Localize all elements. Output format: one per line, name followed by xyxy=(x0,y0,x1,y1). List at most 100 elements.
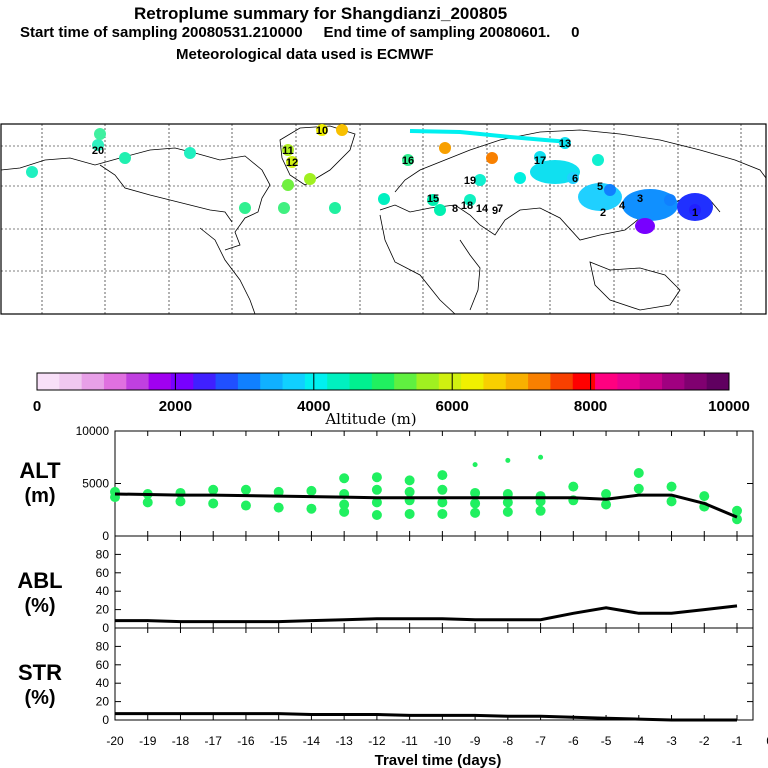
x-tick-label: -16 xyxy=(237,734,255,748)
map-day-marker: 10 xyxy=(316,125,328,137)
legend-label: Altitude (m) xyxy=(324,410,416,428)
alt-scatter-point xyxy=(437,497,448,508)
alt-scatter-point xyxy=(502,506,513,517)
panel-abl: 0 20 40 60 80 ABL(%) xyxy=(17,535,754,635)
map-trajectory-point xyxy=(26,166,38,178)
legend-swatch xyxy=(148,373,172,390)
legend-swatch xyxy=(282,373,306,390)
map-trajectory-point xyxy=(278,202,290,214)
y-axis-label: ALT xyxy=(19,458,61,483)
map-trajectory-point xyxy=(184,147,196,159)
y-tick-label: 20 xyxy=(96,603,110,617)
map-trajectory-point xyxy=(486,152,498,164)
legend-swatch xyxy=(327,373,351,390)
y-tick-label: 0 xyxy=(102,529,109,543)
map-trajectory-point xyxy=(304,173,316,185)
y-tick-label: 80 xyxy=(96,639,110,653)
map-trajectory-point xyxy=(474,174,486,186)
alt-scatter-point xyxy=(699,491,710,502)
map-day-marker: 6 xyxy=(572,173,578,185)
legend-swatch xyxy=(461,373,484,390)
alt-scatter-point xyxy=(633,468,644,478)
map-day-marker: 11 xyxy=(282,145,294,157)
legend-swatch xyxy=(59,373,83,390)
alt-scatter-point xyxy=(502,497,513,508)
map-day-marker: 12 xyxy=(286,157,298,169)
legend-swatch xyxy=(639,373,663,390)
map-day-marker: 3 xyxy=(637,193,643,205)
map-trajectory-point xyxy=(514,172,526,184)
legend-swatch xyxy=(126,373,150,390)
alt-scatter-point xyxy=(273,502,284,513)
alt-scatter-point xyxy=(371,497,382,508)
alt-scatter-point xyxy=(142,497,153,508)
map-trajectory-point xyxy=(316,124,328,136)
x-tick-label: -18 xyxy=(172,734,190,748)
legend-swatch xyxy=(103,373,127,390)
map-trajectory-point xyxy=(534,151,546,163)
y-tick-label: 0 xyxy=(102,713,109,727)
map-trajectory-point xyxy=(286,156,298,168)
series-line-str xyxy=(115,712,737,722)
alt-scatter-point xyxy=(371,484,382,495)
map-day-marker: 2 xyxy=(600,207,606,219)
x-tick-label: -5 xyxy=(601,734,612,748)
legend-swatch xyxy=(193,373,217,390)
alt-scatter-point xyxy=(437,484,448,495)
map-day-marker: 17 xyxy=(534,155,546,167)
alt-scatter-point xyxy=(339,499,350,510)
x-tick-label: -19 xyxy=(139,734,157,748)
met-data-note: Meteorological data used is ECMWF xyxy=(176,46,434,63)
x-tick-label: -20 xyxy=(106,734,124,748)
map-day-marker: 18 xyxy=(461,200,473,212)
map-day-marker: 8 xyxy=(452,203,458,215)
map-day-marker: 20 xyxy=(92,145,104,157)
map-trajectory-point xyxy=(282,144,294,156)
legend-tick-label: 4000 xyxy=(297,398,330,415)
alt-scatter-point xyxy=(666,496,677,507)
x-tick-label: -10 xyxy=(434,734,452,748)
legend-swatch xyxy=(438,373,462,390)
alt-scatter-point xyxy=(339,473,350,484)
alt-scatter-point xyxy=(535,505,546,516)
map-trajectory-point xyxy=(464,194,476,206)
map-trajectory-point xyxy=(604,184,616,196)
plume-clusters xyxy=(409,129,713,234)
map-trajectory-point xyxy=(92,139,104,151)
x-tick-label: -6 xyxy=(568,734,579,748)
legend-tick-label: 6000 xyxy=(436,398,469,415)
legend-swatch xyxy=(349,373,373,390)
y-tick-label: 10000 xyxy=(76,424,110,438)
y-tick-label: 60 xyxy=(96,658,110,672)
map-day-marker: 5 xyxy=(597,181,603,193)
x-tick-label: -7 xyxy=(535,734,546,748)
map-trajectory-point xyxy=(119,152,131,164)
legend-swatch xyxy=(572,373,596,390)
legend-swatch xyxy=(81,373,105,390)
y-axis-label: STR xyxy=(18,660,62,685)
legend-swatch xyxy=(237,373,261,390)
map-trajectory-point xyxy=(664,194,676,206)
map-day-marker: 13 xyxy=(559,138,571,150)
legend-tick-label: 0 xyxy=(33,398,41,415)
legend-swatch xyxy=(483,373,507,390)
alt-scatter-point xyxy=(208,498,219,509)
x-tick-label: -17 xyxy=(205,734,223,748)
alt-scatter-point xyxy=(472,462,478,468)
map-trajectory-point xyxy=(559,137,571,149)
legend-swatch xyxy=(617,373,641,390)
alt-scatter-point xyxy=(437,470,448,481)
alt-scatter-point xyxy=(371,472,382,483)
legend-swatch xyxy=(260,373,284,390)
legend-tick-label: 10000 xyxy=(708,398,750,415)
alt-scatter-point xyxy=(666,481,677,492)
map-day-marker: 9 xyxy=(492,205,498,217)
alt-scatter-point xyxy=(404,486,415,497)
x-tick-label: -13 xyxy=(335,734,353,748)
alt-scatter-point xyxy=(306,503,317,514)
legend-swatch xyxy=(371,373,395,390)
map-trajectory-point xyxy=(378,193,390,205)
legend-swatch xyxy=(528,373,551,390)
